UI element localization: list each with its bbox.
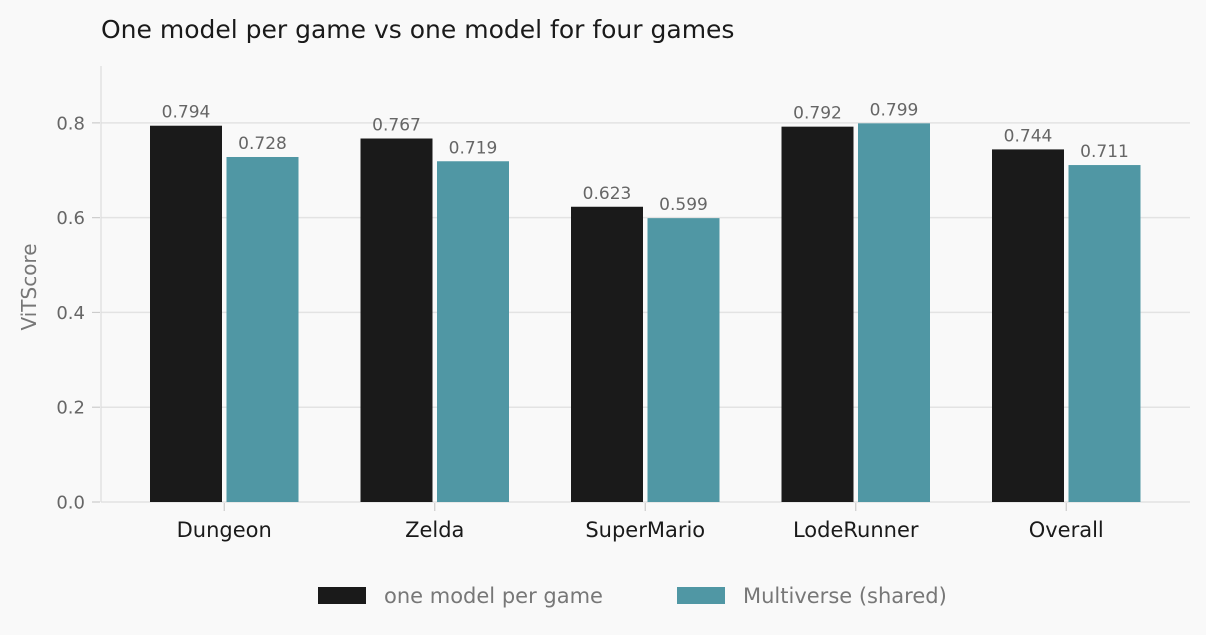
- x-tick-label: SuperMario: [585, 518, 705, 542]
- bar-shared: [858, 123, 930, 502]
- x-tick-label: Overall: [1029, 518, 1104, 542]
- bar-shared: [437, 161, 509, 502]
- legend-swatch: [677, 587, 725, 604]
- legend-label: Multiverse (shared): [743, 584, 947, 608]
- y-tick-label: 0.8: [56, 113, 85, 134]
- data-label: 0.728: [238, 134, 287, 154]
- data-label: 0.623: [583, 184, 632, 204]
- y-axis-ticks: 0.0 0.2 0.4 0.6 0.8: [56, 113, 100, 514]
- chart-title: One model per game vs one model for four…: [101, 15, 734, 44]
- x-tick-label: Zelda: [405, 518, 464, 542]
- data-label: 0.599: [659, 195, 708, 215]
- bars: 0.794 0.728 0.767 0.719 0.623 0.599 0.792 0.799…: [150, 100, 1141, 503]
- data-label: 0.794: [162, 103, 211, 123]
- y-tick-label: 0.2: [56, 398, 85, 419]
- y-axis-title: ViTScore: [17, 243, 41, 330]
- legend: one model per game Multiverse (shared): [318, 584, 947, 608]
- bar-shared: [647, 218, 720, 502]
- bar-per-game: [360, 138, 433, 502]
- y-tick-label: 0.0: [56, 493, 85, 514]
- data-label: 0.711: [1080, 142, 1129, 162]
- data-label: 0.767: [372, 116, 421, 136]
- bar-per-game: [781, 126, 854, 503]
- bar-per-game: [571, 206, 643, 502]
- bar-per-game: [992, 149, 1064, 502]
- bar-shared: [226, 156, 299, 502]
- data-label: 0.792: [793, 104, 842, 124]
- legend-swatch: [318, 587, 366, 604]
- data-label: 0.744: [1004, 126, 1053, 146]
- bar-per-game: [150, 125, 222, 502]
- x-tick-label: LodeRunner: [793, 518, 919, 542]
- x-tick-label: Dungeon: [177, 518, 272, 542]
- y-tick-label: 0.6: [56, 208, 85, 229]
- y-tick-label: 0.4: [56, 303, 85, 324]
- data-label: 0.719: [449, 138, 498, 158]
- data-label: 0.799: [870, 100, 919, 120]
- legend-label: one model per game: [384, 584, 603, 608]
- bar-shared: [1068, 165, 1141, 502]
- x-axis-categories: Dungeon Zelda SuperMario LodeRunner Overall: [177, 503, 1104, 542]
